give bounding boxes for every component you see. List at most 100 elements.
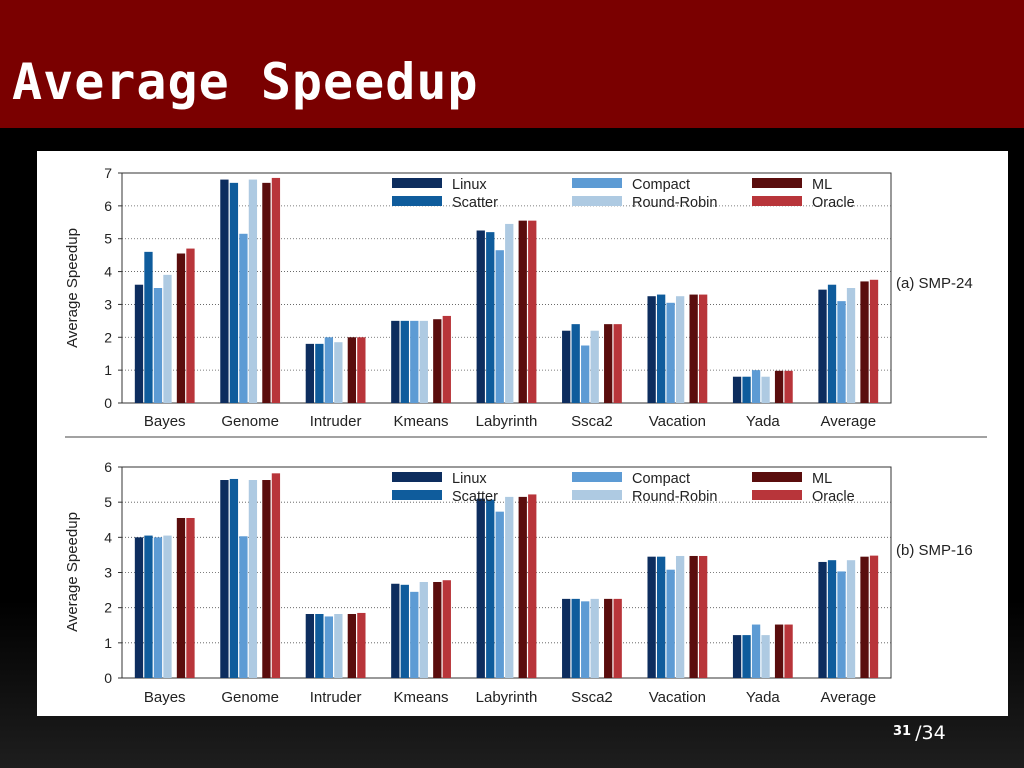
bar-scatter (656, 556, 666, 678)
page-indicator: 31/34 (893, 722, 946, 744)
bar-round-robin (761, 376, 770, 403)
bar-scatter (400, 584, 409, 678)
bar-ml (176, 253, 186, 403)
y-tick-label: 3 (104, 565, 112, 581)
category-label: Labyrinth (476, 689, 538, 706)
bar-ml (347, 337, 357, 403)
legend-swatch (392, 178, 442, 188)
legend-label: Round-Robin (632, 489, 717, 505)
bar-round-robin (334, 342, 343, 403)
bar-linux (818, 561, 827, 678)
bar-linux (647, 556, 656, 678)
y-tick-label: 2 (104, 600, 112, 616)
bar-ml (518, 496, 527, 678)
bar-compact (239, 233, 248, 403)
bar-round-robin (675, 555, 685, 678)
y-tick-label: 3 (104, 296, 112, 312)
bar-ml (262, 182, 271, 403)
bar-ml (689, 294, 698, 403)
bar-scatter (827, 560, 837, 678)
bar-linux (305, 613, 315, 678)
category-label: Vacation (649, 689, 706, 706)
bar-oracle (186, 517, 195, 678)
bar-round-robin (846, 288, 856, 403)
category-label: Intruder (310, 413, 362, 430)
legend-label: Scatter (452, 489, 498, 505)
bar-oracle (528, 494, 537, 678)
page-total: 34 (921, 722, 946, 744)
bar-scatter (229, 182, 239, 403)
bar-linux (476, 230, 485, 403)
category-label: Intruder (310, 689, 362, 706)
bar-compact (666, 302, 675, 403)
bar-compact (153, 288, 163, 403)
category-label: Bayes (144, 689, 186, 706)
bar-oracle (357, 612, 366, 678)
bar-scatter (827, 284, 837, 403)
bar-linux (305, 343, 315, 403)
y-tick-label: 0 (104, 670, 112, 686)
bar-oracle (698, 555, 708, 678)
bar-ml (604, 324, 613, 403)
bar-linux (818, 289, 827, 403)
bar-compact (837, 571, 846, 678)
bar-ml (689, 555, 698, 678)
legend-label: Round-Robin (632, 195, 717, 211)
y-tick-label: 5 (104, 494, 112, 510)
category-label: Genome (221, 413, 279, 430)
bar-compact (153, 537, 163, 678)
bar-round-robin (590, 330, 599, 403)
bar-round-robin (846, 560, 856, 678)
bar-scatter (315, 343, 324, 403)
bar-oracle (784, 370, 793, 403)
legend-label: Scatter (452, 195, 498, 211)
bar-linux (220, 480, 229, 678)
bar-ml (347, 613, 357, 678)
bar-compact (581, 345, 590, 403)
bar-round-robin (419, 320, 428, 403)
bar-oracle (613, 598, 622, 678)
bar-ml (518, 220, 527, 403)
figure-panel: 0 1 2 3 4 5 6 7 Average Speedup Bayes Genome Intrud… (37, 151, 1008, 716)
bar-ml (262, 480, 271, 678)
bar-ml (860, 556, 869, 678)
legend-swatch (392, 490, 442, 500)
bar-round-robin (248, 179, 258, 403)
bar-compact (410, 591, 419, 678)
bar-oracle (186, 248, 195, 403)
bar-ml (774, 624, 784, 678)
bar-scatter (742, 376, 751, 403)
y-tick-label: 2 (104, 329, 112, 345)
category-label: Genome (221, 689, 279, 706)
bar-ml (860, 281, 869, 403)
bar-oracle (271, 473, 281, 678)
bar-round-robin (163, 274, 172, 403)
bar-round-robin (761, 635, 770, 678)
category-label: Average (820, 413, 876, 430)
bar-round-robin (248, 480, 258, 678)
bar-round-robin (505, 496, 514, 678)
category-label: Yada (746, 689, 781, 706)
bar-round-robin (334, 613, 343, 678)
bar-linux (476, 498, 485, 678)
slide-title: Average Speedup (12, 53, 479, 111)
panel-label: (b) SMP-16 (896, 542, 973, 559)
bar-ml (604, 598, 613, 678)
bar-scatter (571, 598, 580, 678)
bar-linux (134, 284, 144, 403)
bar-compact (495, 511, 504, 678)
bar-linux (647, 296, 656, 403)
legend-label: ML (812, 177, 832, 193)
category-label: Ssca2 (571, 689, 613, 706)
bar-compact (581, 601, 590, 678)
bar-scatter (229, 478, 239, 678)
y-tick-label: 4 (104, 264, 112, 280)
y-tick-label: 6 (104, 198, 112, 214)
legend-label: Oracle (812, 489, 855, 505)
bar-compact (837, 301, 846, 403)
bar-scatter (571, 324, 580, 403)
bar-linux (562, 330, 571, 403)
y-tick-label: 6 (104, 459, 112, 475)
bar-compact (495, 250, 504, 403)
bar-linux (732, 635, 742, 678)
